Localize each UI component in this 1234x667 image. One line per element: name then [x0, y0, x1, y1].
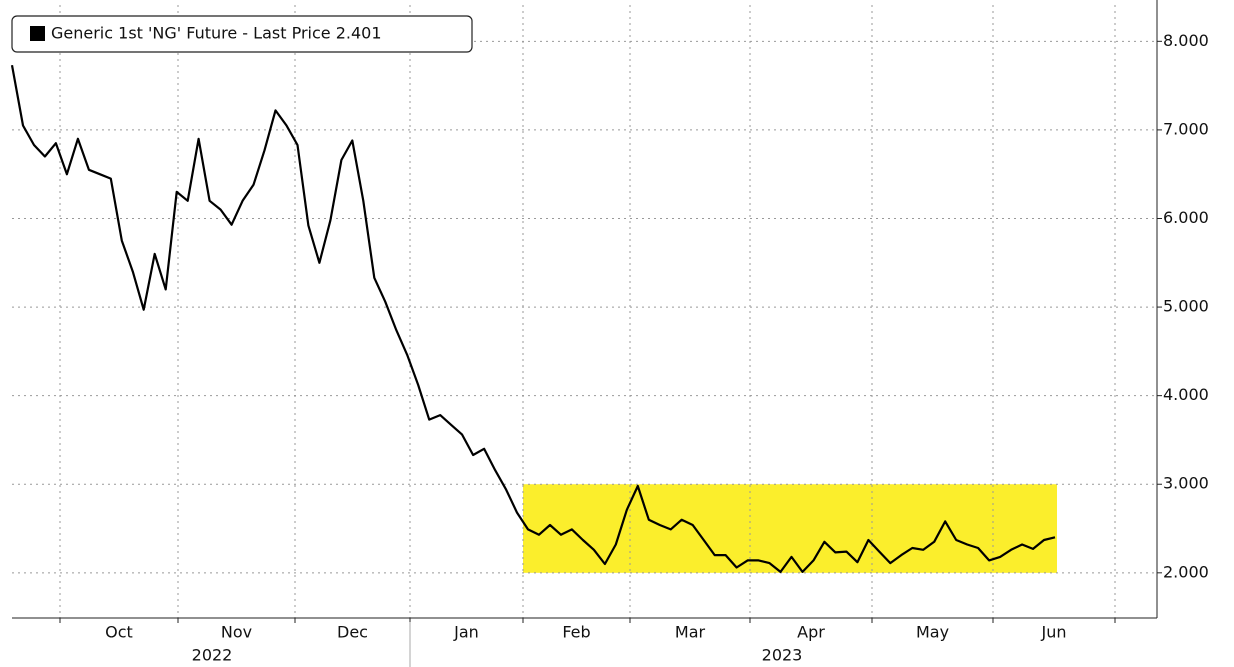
- x-tick-label: Oct: [105, 623, 133, 642]
- legend-label: Generic 1st 'NG' Future - Last Price 2.4…: [51, 24, 382, 43]
- x-tick-label: Jun: [1041, 623, 1067, 642]
- x-tick-label: May: [916, 623, 949, 642]
- y-tick-label: 7.000: [1163, 119, 1209, 138]
- y-tick-label: 3.000: [1163, 474, 1209, 493]
- x-tick-label: Dec: [337, 623, 368, 642]
- year-label: 2022: [192, 646, 233, 665]
- legend-box: [11, 15, 473, 53]
- year-label: 2023: [762, 646, 803, 665]
- y-tick-label: 4.000: [1163, 385, 1209, 404]
- x-tick-label: Mar: [675, 623, 706, 642]
- y-tick-label: 8.000: [1163, 31, 1209, 50]
- y-tick-label: 6.000: [1163, 208, 1209, 227]
- x-tick-label: Apr: [797, 623, 825, 642]
- x-tick-label: Nov: [221, 623, 252, 642]
- price-line: [10, 65, 1056, 573]
- y-tick-label: 2.000: [1163, 562, 1209, 581]
- x-tick-label: Jan: [453, 623, 479, 642]
- x-tick-label: Feb: [562, 623, 590, 642]
- y-tick-label: 5.000: [1163, 297, 1209, 316]
- legend-swatch: [30, 26, 45, 41]
